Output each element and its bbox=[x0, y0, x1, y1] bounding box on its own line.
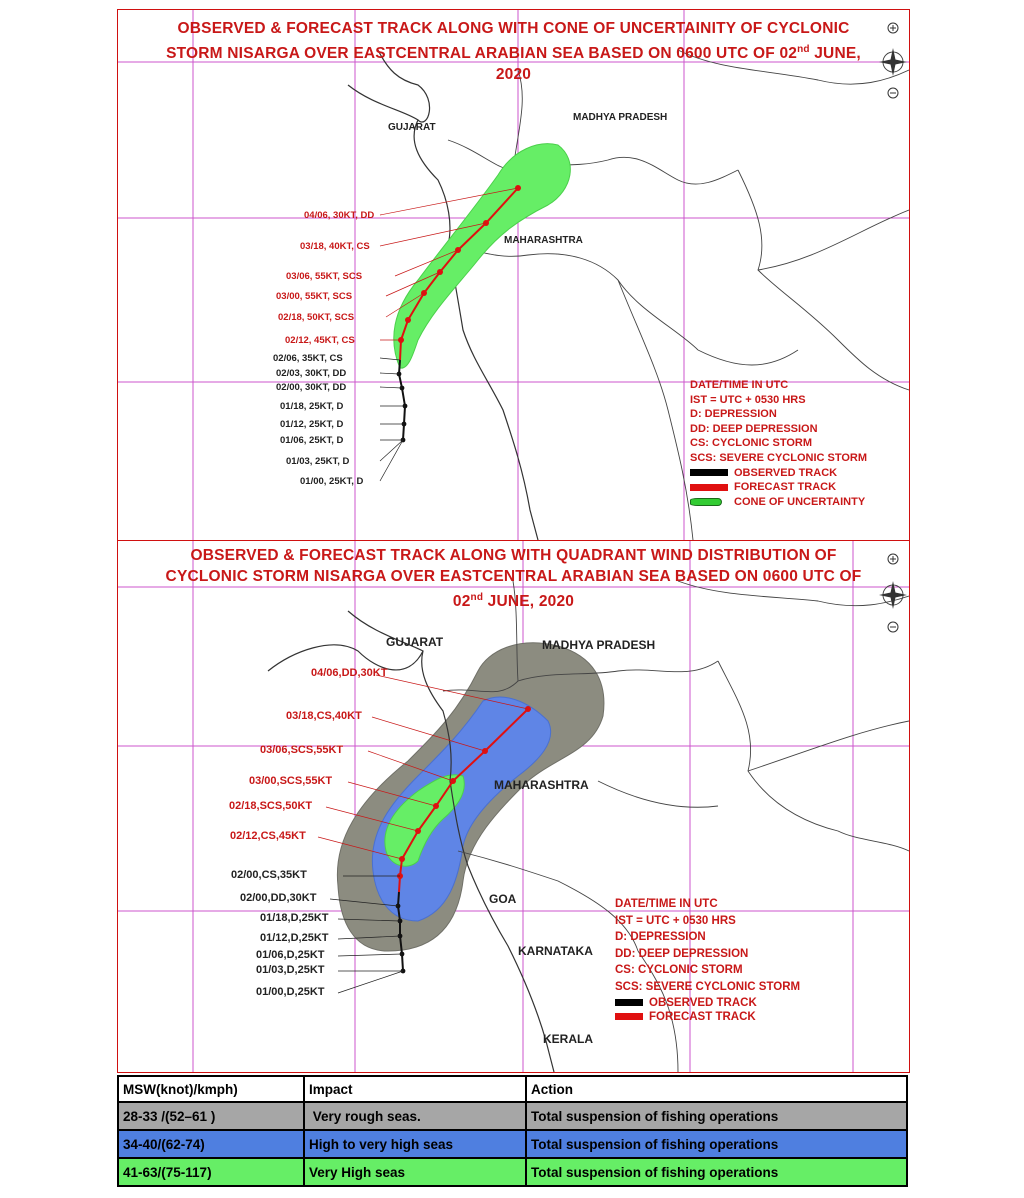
msw-cell: 28-33 /(52–61 ) bbox=[117, 1101, 305, 1131]
table-row: 41-63/(75-117) Very High seas Total susp… bbox=[117, 1157, 908, 1187]
legend-observed: OBSERVED TRACK bbox=[690, 466, 867, 481]
zoom-out-icon bbox=[887, 621, 899, 633]
cone-of-uncertainty-map: OBSERVED & FORECAST TRACK ALONG WITH CON… bbox=[117, 9, 910, 541]
track-label: 01/06,D,25KT bbox=[256, 949, 325, 961]
action-cell: Total suspension of fishing operations bbox=[525, 1101, 908, 1131]
zoom-in-icon bbox=[887, 22, 899, 34]
region-goa: GOA bbox=[489, 892, 517, 906]
track-label: 02/12,CS,45KT bbox=[230, 830, 306, 842]
wind-zone-34-40kt bbox=[371, 696, 552, 922]
track-label: 02/18, 50KT, SCS bbox=[278, 312, 355, 323]
region-maharashtra: MAHARASHTRA bbox=[504, 235, 583, 246]
region-karnataka: KARNATAKA bbox=[518, 944, 593, 958]
impact-table: MSW(knot)/kmph) Impact Action 28-33 /(52… bbox=[117, 1075, 908, 1187]
map-navigation-controls[interactable] bbox=[878, 18, 908, 105]
legend-forecast: FORECAST TRACK bbox=[690, 480, 867, 495]
map-canvas-1 bbox=[118, 10, 909, 540]
observed-leaders bbox=[329, 875, 404, 994]
track-label: 01/03, 25KT, D bbox=[286, 456, 350, 467]
track-label: 02/18,SCS,50KT bbox=[229, 800, 313, 812]
msw-cell: 34-40/(62-74) bbox=[117, 1129, 305, 1159]
track-label: 01/00, 25KT, D bbox=[300, 476, 364, 487]
gulf-coast bbox=[267, 644, 424, 672]
track-label: 01/12, 25KT, D bbox=[280, 419, 344, 430]
compass-icon bbox=[879, 48, 907, 76]
region-gujarat: GUJARAT bbox=[388, 122, 436, 133]
track-label: 01/06, 25KT, D bbox=[280, 435, 344, 446]
impact-cell: High to very high seas bbox=[303, 1129, 527, 1159]
zoom-in-icon bbox=[887, 553, 899, 565]
gulf-coast bbox=[377, 49, 431, 123]
msw-cell: 41-63/(75-117) bbox=[117, 1157, 305, 1187]
track-label: 04/06, 30KT, DD bbox=[304, 210, 375, 221]
track-label: 01/03,D,25KT bbox=[256, 964, 325, 976]
map-title-1: OBSERVED & FORECAST TRACK ALONG WITH CON… bbox=[166, 20, 861, 84]
coastline bbox=[347, 84, 539, 540]
map-legend-2: DATE/TIME IN UTC IST = UTC + 0530 HRS D:… bbox=[615, 898, 801, 1024]
forecast-track bbox=[399, 187, 519, 361]
map-navigation-controls[interactable] bbox=[878, 549, 908, 640]
track-label: 03/00, 55KT, SCS bbox=[276, 291, 353, 302]
track-label: 03/00,SCS,55KT bbox=[249, 775, 333, 787]
region-madhya-pradesh: MADHYA PRADESH bbox=[542, 638, 656, 652]
action-cell: Total suspension of fishing operations bbox=[525, 1157, 908, 1187]
map-canvas-2 bbox=[118, 541, 909, 1072]
table-header-row: MSW(knot)/kmph) Impact Action bbox=[117, 1075, 908, 1103]
table-row: 28-33 /(52–61 ) Very rough seas. Total s… bbox=[117, 1101, 908, 1131]
track-label: 01/00,D,25KT bbox=[256, 986, 325, 998]
forecast-leaders bbox=[379, 187, 519, 341]
track-label: 02/06, 35KT, CS bbox=[273, 353, 343, 364]
track-label: 01/18, 25KT, D bbox=[280, 401, 344, 412]
column-header: Impact bbox=[303, 1075, 527, 1103]
legend-cone: CONE OF UNCERTAINTY bbox=[690, 495, 867, 510]
track-points bbox=[395, 706, 531, 974]
track-label: 04/06,DD,30KT bbox=[311, 667, 388, 679]
track-label: 02/00,DD,30KT bbox=[240, 892, 317, 904]
region-kerala: KERALA bbox=[543, 1032, 593, 1046]
quadrant-wind-map: OBSERVED & FORECAST TRACK ALONG WITH QUA… bbox=[117, 540, 910, 1073]
track-label: 03/18, 40KT, CS bbox=[300, 241, 370, 252]
track-label: 02/00,CS,35KT bbox=[231, 869, 307, 881]
compass-icon bbox=[879, 581, 907, 609]
action-cell: Total suspension of fishing operations bbox=[525, 1129, 908, 1159]
legend-observed: OBSERVED TRACK bbox=[615, 996, 800, 1010]
column-header: MSW(knot)/kmph) bbox=[117, 1075, 305, 1103]
zoom-out-icon bbox=[887, 87, 899, 99]
column-header: Action bbox=[525, 1075, 908, 1103]
region-maharashtra: MAHARASHTRA bbox=[494, 778, 589, 792]
track-label: 01/12,D,25KT bbox=[260, 932, 329, 944]
forecast-leaders bbox=[317, 674, 529, 860]
state-boundaries bbox=[442, 580, 909, 1072]
legend-forecast: FORECAST TRACK bbox=[615, 1010, 800, 1024]
track-label: 01/18,D,25KT bbox=[260, 912, 329, 924]
track-label: 03/06, 55KT, SCS bbox=[286, 271, 363, 282]
map-legend-1: DATE/TIME IN UTC IST = UTC + 0530 HRS D:… bbox=[690, 379, 868, 510]
track-label: 02/03, 30KT, DD bbox=[276, 368, 347, 379]
cone-of-uncertainty bbox=[393, 143, 571, 369]
track-label: 03/06,SCS,55KT bbox=[260, 744, 344, 756]
region-gujarat: GUJARAT bbox=[386, 635, 444, 649]
observed-leaders bbox=[379, 357, 405, 482]
region-madhya-pradesh: MADHYA PRADESH bbox=[573, 112, 668, 123]
track-label: 02/12, 45KT, CS bbox=[285, 335, 355, 346]
impact-cell: Very rough seas. bbox=[303, 1101, 527, 1131]
state-boundaries bbox=[447, 49, 909, 540]
table-row: 34-40/(62-74) High to very high seas Tot… bbox=[117, 1129, 908, 1159]
map-title-2: OBSERVED & FORECAST TRACK ALONG WITH QUA… bbox=[165, 547, 862, 611]
track-label: 03/18,CS,40KT bbox=[286, 710, 362, 722]
impact-cell: Very High seas bbox=[303, 1157, 527, 1187]
track-label: 02/00, 30KT, DD bbox=[276, 382, 347, 393]
